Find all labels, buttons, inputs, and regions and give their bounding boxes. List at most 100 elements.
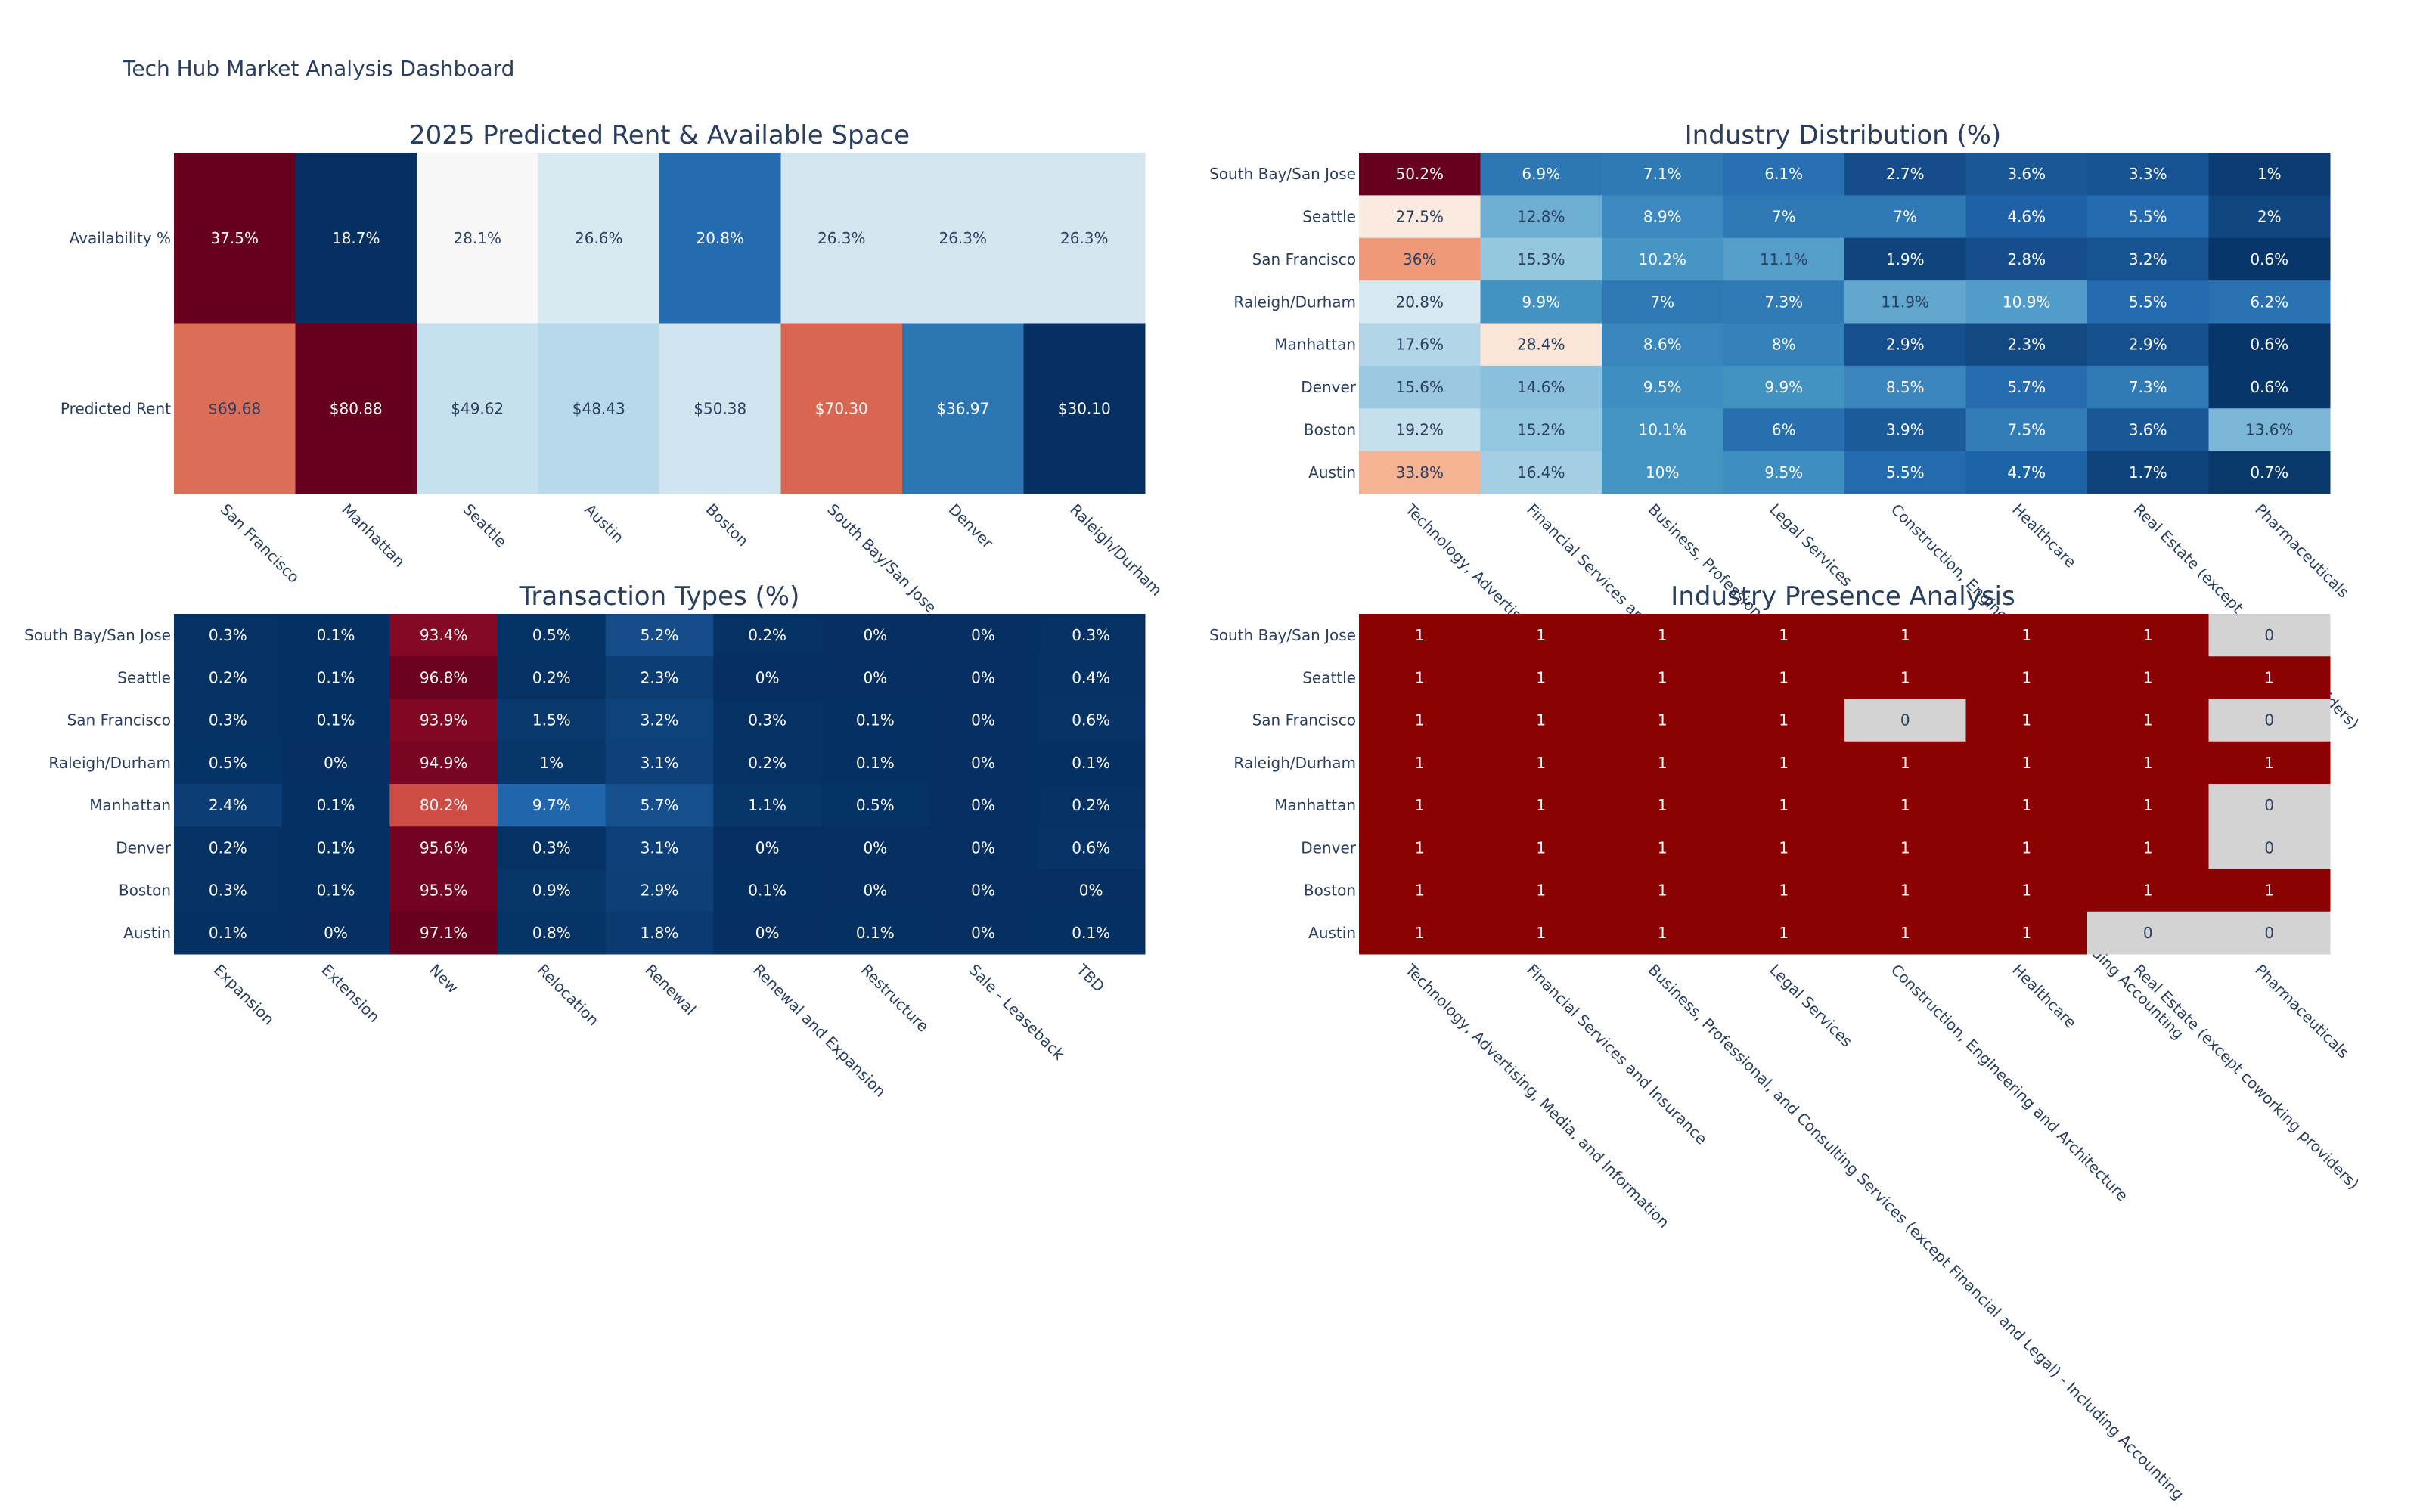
cell-label: 9.7% [532, 796, 571, 814]
heatmap-cell [1602, 656, 1723, 699]
cell-label: 0.6% [2250, 378, 2288, 396]
cell-label: 1 [1900, 668, 1910, 686]
cell-label: 1 [1779, 668, 1789, 686]
cell-label: 12.8% [1517, 208, 1565, 226]
heatmap-cell [1359, 323, 1481, 367]
heatmap-cell [1723, 153, 1845, 196]
cell-label: 1 [1779, 881, 1789, 900]
heatmap-cell [929, 699, 1038, 742]
cell-label: 50.2% [1395, 165, 1444, 183]
heatmap-cell [780, 153, 903, 324]
cell-label: 37.5% [210, 229, 259, 247]
heatmap-cell [1723, 699, 1845, 742]
heatmap-cell [1965, 323, 2088, 367]
cell-label: 0% [863, 668, 887, 686]
cell-label: $30.10 [1058, 399, 1111, 417]
y-tick-label: South Bay/San Jose [24, 626, 171, 644]
cell-label: 1 [1658, 754, 1668, 772]
cell-label: 1 [2021, 838, 2031, 857]
x-tick-label: Legal Services [1766, 500, 1856, 590]
heatmap-cell [1723, 784, 1845, 827]
heatmap-cell [821, 826, 930, 869]
cell-label: 0% [1079, 881, 1103, 900]
heatmap-cell [821, 699, 930, 742]
cell-label: 95.6% [420, 838, 468, 857]
cell-label: 0.6% [1072, 711, 1110, 730]
heatmap-cell [1844, 451, 1966, 494]
cell-label: 1 [1900, 796, 1910, 814]
cell-label: 0.1% [748, 881, 786, 900]
heatmap-cell [1480, 451, 1602, 494]
cell-label: $80.88 [330, 399, 383, 417]
cell-label: 8.9% [1643, 208, 1682, 226]
y-tick-label: South Bay/San Jose [1209, 165, 1356, 183]
heatmap-cell [929, 869, 1038, 912]
heatmap-cell [174, 699, 283, 742]
heatmap-cell [2087, 195, 2209, 239]
cell-label: $69.68 [208, 399, 261, 417]
heatmap-cell [281, 784, 390, 827]
cell-label: 2.9% [1886, 336, 1925, 354]
y-tick-label: Raleigh/Durham [1233, 754, 1356, 772]
heatmap-cell [929, 911, 1038, 955]
heatmap-cell [1602, 911, 1723, 955]
heatmap-cell [1602, 195, 1723, 239]
cell-label: 6.2% [2250, 293, 2288, 311]
cell-label: 1 [1779, 711, 1789, 730]
cell-label: 1 [1536, 754, 1546, 772]
cell-label: 0% [863, 881, 887, 900]
x-tick-label: Technology, Advertising, Media, and Info… [1401, 960, 1673, 1232]
heatmap-cell [1359, 153, 1481, 196]
y-tick-label: Boston [1304, 420, 1356, 438]
heatmap-cell [1965, 741, 2088, 785]
heatmap-cell [2208, 237, 2331, 281]
heatmap-cell [1602, 741, 1723, 785]
cell-label: 1 [1415, 754, 1425, 772]
heatmap-cell [2087, 699, 2209, 742]
heatmap-cell [2208, 408, 2331, 452]
cell-label: 33.8% [1395, 463, 1444, 482]
y-tick-label: San Francisco [67, 711, 171, 730]
x-tick-label: San Francisco [217, 500, 303, 587]
heatmap-cell [1723, 408, 1845, 452]
cell-label: 7.3% [2129, 378, 2167, 396]
heatmap-cell [174, 656, 283, 699]
cell-label: 9.9% [1764, 378, 1803, 396]
cell-label: 36% [1403, 250, 1436, 268]
heatmap-cell [389, 614, 498, 657]
cell-label: 1 [1415, 668, 1425, 686]
heatmap-cell [2208, 911, 2331, 955]
cell-label: 0 [2264, 924, 2274, 942]
x-tick-label: Expansion [210, 961, 278, 1029]
cell-label: 0% [971, 711, 995, 730]
cell-label: 0.3% [209, 881, 247, 900]
cell-label: 0.1% [856, 754, 895, 772]
heatmap-cell [498, 869, 607, 912]
cell-label: 5.5% [2129, 293, 2167, 311]
y-tick-label: Denver [1301, 378, 1357, 396]
cell-label: 1 [1900, 924, 1910, 942]
heatmap-cell [605, 741, 714, 785]
cell-label: 1 [1415, 626, 1425, 644]
heatmap-cell [929, 741, 1038, 785]
heatmap-cell [713, 741, 822, 785]
heatmap-cell [1359, 784, 1481, 827]
x-tick-label: Raleigh/Durham [1066, 500, 1165, 600]
x-tick-label: Pharmaceuticals [2251, 961, 2353, 1062]
cell-label: 0% [755, 668, 780, 686]
heatmap-cell [1723, 280, 1845, 324]
cell-label: 13.6% [2245, 420, 2294, 438]
panel-transaction-types: 0.3% 0.1% 93.4% 0.5% 5.2% 0.2% 0% 0% 0.3% 0.2% 0.1… [24, 581, 1146, 1101]
cell-label: 6.9% [1522, 165, 1560, 183]
cell-label: 0.2% [209, 838, 247, 857]
heatmap-cell [174, 826, 283, 869]
heatmap-cell [2087, 614, 2209, 657]
cell-label: 1 [2021, 668, 2031, 686]
x-tick-label: Legal Services [1766, 961, 1856, 1051]
heatmap-cell [1480, 656, 1602, 699]
heatmap-cell [1723, 741, 1845, 785]
cell-label: 1 [1536, 881, 1546, 900]
panel-title: 2025 Predicted Rent & Available Space [409, 120, 910, 150]
panel-title: Industry Presence Analysis [1671, 581, 2015, 612]
cell-label: 1 [2143, 881, 2153, 900]
